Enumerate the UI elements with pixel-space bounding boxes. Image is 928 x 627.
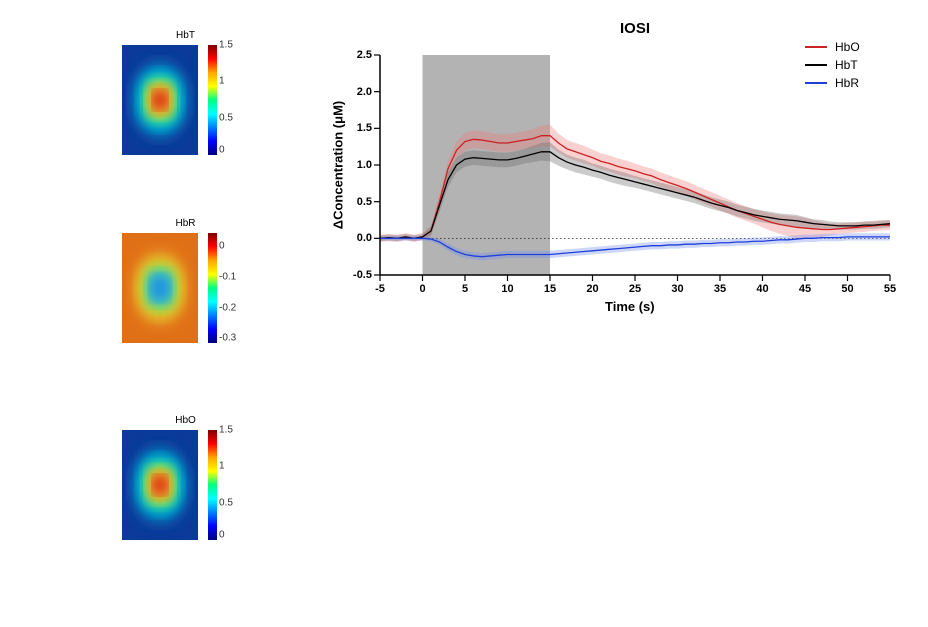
y-tick-label: 2.0 xyxy=(346,86,372,98)
colorbar xyxy=(208,430,217,540)
y-tick-label: 1.0 xyxy=(346,159,372,171)
heatmap-panel-hbo: HbO 1.5 1 0.5 0 xyxy=(122,415,249,540)
legend-item: HbO xyxy=(805,40,860,54)
colorbar-tick: 1 xyxy=(219,461,225,472)
legend-label: HbT xyxy=(835,58,858,72)
y-tick-label: 1.5 xyxy=(346,122,372,134)
heatmap-image xyxy=(122,430,198,540)
legend-swatch xyxy=(805,46,827,48)
x-tick-label: 35 xyxy=(714,283,726,295)
x-tick-label: 45 xyxy=(799,283,811,295)
colorbar-tick: 0.5 xyxy=(219,497,233,508)
y-tick-label: 2.5 xyxy=(346,49,372,61)
x-tick-label: -5 xyxy=(375,283,385,295)
x-axis-label: Time (s) xyxy=(605,299,655,314)
x-tick-label: 25 xyxy=(629,283,641,295)
legend-label: HbR xyxy=(835,76,859,90)
legend: HbO HbT HbR xyxy=(805,40,860,94)
legend-item: HbT xyxy=(805,58,860,72)
chart-svg xyxy=(0,0,928,350)
x-tick-label: 40 xyxy=(756,283,768,295)
y-axis-label: ΔConcentration (μM) xyxy=(331,101,346,230)
y-tick-label: 0.5 xyxy=(346,196,372,208)
y-tick-label: -0.5 xyxy=(346,269,372,281)
x-tick-label: 50 xyxy=(841,283,853,295)
legend-label: HbO xyxy=(835,40,860,54)
legend-swatch xyxy=(805,64,827,66)
x-tick-label: 5 xyxy=(462,283,468,295)
x-tick-label: 0 xyxy=(419,283,425,295)
x-tick-label: 30 xyxy=(671,283,683,295)
x-tick-label: 20 xyxy=(586,283,598,295)
colorbar-tick: 0 xyxy=(219,529,225,540)
legend-item: HbR xyxy=(805,76,860,90)
x-tick-label: 55 xyxy=(884,283,896,295)
x-tick-label: 15 xyxy=(544,283,556,295)
legend-swatch xyxy=(805,82,827,84)
heatmap-title: HbO xyxy=(175,415,196,426)
iosi-line-chart: IOSI-50510152025303540455055-0.50.00.51.… xyxy=(0,0,928,350)
y-tick-label: 0.0 xyxy=(346,232,372,244)
colorbar-tick: 1.5 xyxy=(219,425,233,436)
x-tick-label: 10 xyxy=(501,283,513,295)
